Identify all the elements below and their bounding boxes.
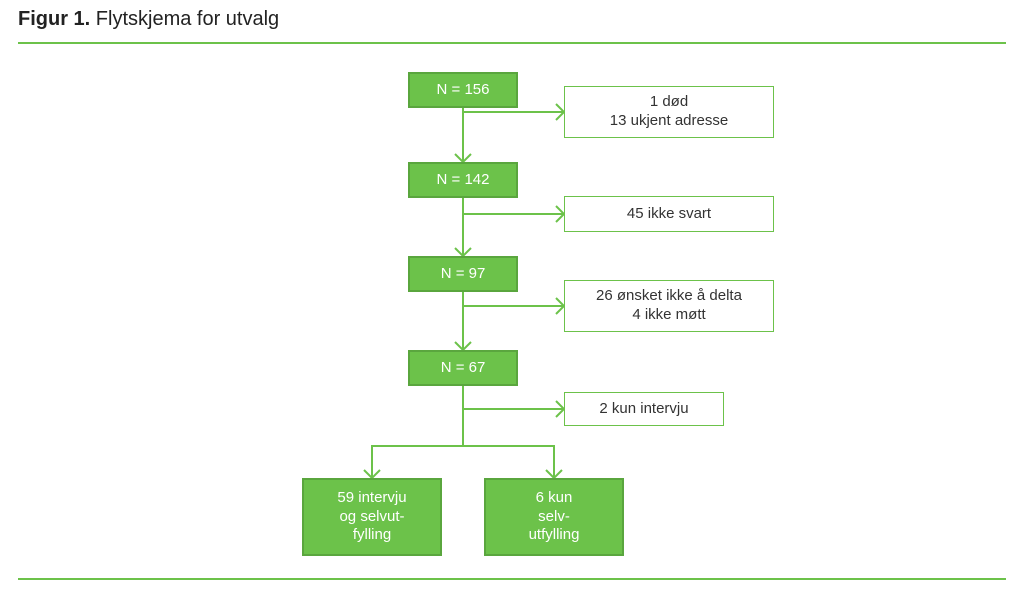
figure-container: Figur 1. Flytskjema for utvalg N = 1561 …: [0, 0, 1024, 598]
node-n156: N = 156: [408, 72, 518, 108]
node-ex1: 1 død13 ukjent adresse: [564, 86, 774, 138]
node-out59: 59 intervjuog selvut-fylling: [302, 478, 442, 556]
node-n97: N = 97: [408, 256, 518, 292]
node-n67: N = 67: [408, 350, 518, 386]
node-ex4: 2 kun intervju: [564, 392, 724, 426]
node-ex2: 45 ikke svart: [564, 196, 774, 232]
node-n142: N = 142: [408, 162, 518, 198]
node-ex3: 26 ønsket ikke å delta4 ikke møtt: [564, 280, 774, 332]
flowchart: N = 156 1 død13 ukjent adresse N = 142 45 i…: [0, 0, 1024, 598]
node-out6: 6 kunselv-utfylling: [484, 478, 624, 556]
